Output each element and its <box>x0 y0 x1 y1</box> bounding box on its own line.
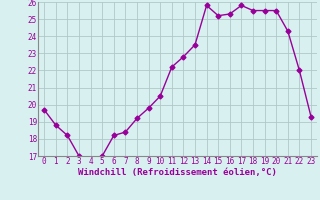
X-axis label: Windchill (Refroidissement éolien,°C): Windchill (Refroidissement éolien,°C) <box>78 168 277 177</box>
